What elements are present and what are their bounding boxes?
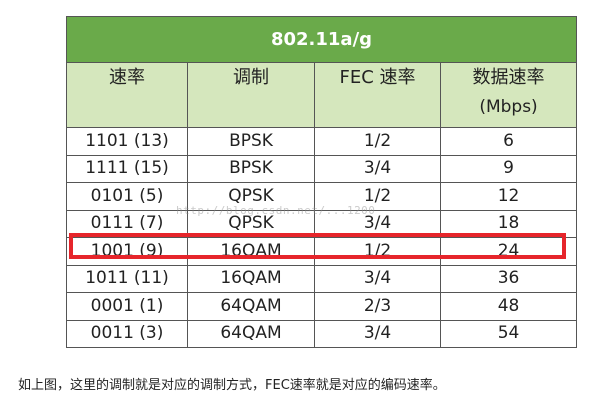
cell-data-rate: 9 — [439, 154, 578, 183]
cell-fec: 3/4 — [314, 319, 441, 348]
cell-rate: 0011 (3) — [66, 319, 188, 348]
cell-modulation: BPSK — [187, 127, 315, 156]
cell-modulation: 64QAM — [187, 292, 315, 321]
table-row: 1011 (11) 16QAM 3/4 36 — [66, 264, 578, 293]
table-title: 802.11a/g — [65, 16, 578, 63]
cell-modulation: 64QAM — [187, 319, 315, 348]
cell-rate: 0001 (1) — [66, 292, 188, 321]
table-title-row: 802.11a/g — [65, 16, 578, 63]
cell-data-rate: 48 — [439, 292, 578, 321]
watermark-text: http://blog.csdn.net/...1200 — [176, 204, 376, 217]
table-header-row: 速率 调制 FEC 速率 数据速率 (Mbps) — [66, 62, 578, 128]
cell-rate: 1111 (15) — [66, 154, 188, 183]
cell-fec: 3/4 — [314, 154, 441, 183]
table-row-highlighted: 1001 (9) 16QAM 1/2 24 — [66, 237, 578, 266]
cell-data-rate: 36 — [439, 264, 578, 293]
cell-modulation: 16QAM — [187, 237, 315, 266]
cell-data-rate: 12 — [439, 182, 578, 211]
header-fec-rate: FEC 速率 — [314, 62, 441, 128]
cell-fec: 3/4 — [314, 264, 441, 293]
table-row: 0001 (1) 64QAM 2/3 48 — [66, 292, 578, 321]
header-data-rate-label: 数据速率 — [472, 67, 545, 88]
cell-modulation: QPSK — [187, 182, 315, 211]
cell-rate: 1101 (13) — [66, 127, 188, 156]
table-row: 1101 (13) BPSK 1/2 6 — [66, 127, 578, 156]
header-data-rate-unit: (Mbps) — [479, 97, 538, 117]
cell-fec: 2/3 — [314, 292, 441, 321]
header-data-rate: 数据速率 (Mbps) — [439, 62, 578, 128]
cell-rate: 1011 (11) — [66, 264, 188, 293]
cell-modulation: BPSK — [187, 154, 315, 183]
cell-rate: 1001 (9) — [66, 237, 188, 266]
cell-data-rate: 54 — [439, 319, 578, 348]
table-row: 0011 (3) 64QAM 3/4 54 — [66, 319, 578, 348]
header-modulation: 调制 — [187, 62, 315, 128]
cell-modulation: 16QAM — [187, 264, 315, 293]
cell-fec: 1/2 — [314, 127, 441, 156]
rate-table: 802.11a/g 速率 调制 FEC 速率 数据速率 (Mbps) 1101 (… — [65, 16, 578, 348]
cell-data-rate: 24 — [439, 237, 578, 266]
caption-text: 如上图，这里的调制就是对应的调制方式，FEC速率就是对应的编码速率。 — [18, 378, 446, 393]
cell-data-rate: 18 — [439, 209, 578, 238]
header-rate: 速率 — [66, 62, 188, 128]
cell-rate: 0111 (7) — [66, 209, 188, 238]
cell-rate: 0101 (5) — [66, 182, 188, 211]
cell-fec: 1/2 — [314, 237, 441, 266]
cell-data-rate: 6 — [439, 127, 578, 156]
table-row: 1111 (15) BPSK 3/4 9 — [66, 154, 578, 183]
table-row: 0101 (5) QPSK 1/2 12 — [66, 182, 578, 211]
